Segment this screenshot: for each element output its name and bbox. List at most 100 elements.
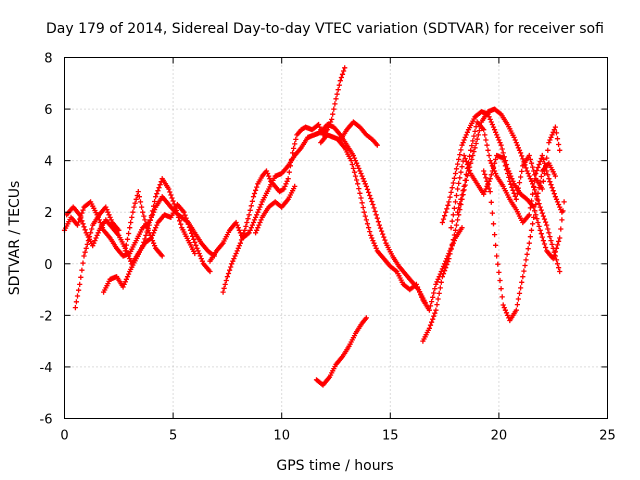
data-point (77, 281, 83, 287)
data-point (516, 180, 523, 186)
data-point (546, 230, 552, 236)
data-point (462, 155, 468, 162)
data-point (485, 182, 491, 188)
data-point (141, 239, 147, 245)
data-point (501, 305, 507, 311)
data-point (234, 248, 240, 254)
data-point (487, 176, 493, 182)
data-point (468, 147, 474, 153)
data-point (515, 145, 521, 151)
data-point (472, 128, 478, 134)
data-point (225, 270, 232, 277)
data-point (550, 188, 556, 194)
data-point (444, 262, 450, 268)
data-point (533, 201, 539, 208)
data-point (435, 276, 441, 282)
data-point (527, 156, 533, 162)
data-point (233, 250, 239, 257)
data-point (437, 285, 443, 291)
data-point (169, 195, 175, 201)
data-point (513, 196, 519, 202)
data-point (85, 238, 91, 244)
data-point (546, 176, 552, 182)
data-point (360, 176, 366, 182)
data-point (455, 217, 461, 223)
data-point (356, 165, 362, 171)
data-point (74, 222, 81, 228)
data-point (455, 209, 461, 215)
data-point (464, 165, 470, 171)
data-point (357, 190, 363, 196)
data-point (509, 184, 515, 190)
data-point (334, 91, 340, 97)
data-point (485, 147, 491, 153)
data-point (229, 261, 235, 267)
data-point (74, 293, 81, 299)
data-point (469, 156, 475, 162)
data-point (430, 316, 436, 322)
data-point (367, 192, 373, 199)
data-point (452, 227, 459, 233)
data-point (544, 222, 550, 228)
data-point (554, 261, 561, 267)
data-point (127, 256, 133, 262)
data-point (439, 219, 445, 226)
data-point (496, 137, 502, 143)
data-point (223, 277, 229, 284)
data-point (552, 194, 558, 200)
data-point (523, 165, 529, 171)
data-point (548, 238, 554, 244)
data-point (123, 242, 129, 248)
data-point (361, 209, 367, 215)
data-point (539, 152, 545, 159)
data-point (557, 235, 563, 241)
data-point (447, 194, 453, 200)
data-point (364, 186, 371, 192)
data-point (487, 116, 493, 122)
data-point (496, 269, 502, 275)
data-point (450, 180, 456, 186)
data-point (467, 153, 473, 159)
data-point (360, 204, 366, 211)
data-point (554, 136, 561, 142)
data-point (427, 303, 434, 309)
x-axis-label: GPS time / hours (276, 458, 393, 474)
data-point (499, 146, 505, 152)
data-point (198, 256, 204, 262)
data-point (84, 241, 90, 247)
data-point (556, 265, 562, 271)
data-point (236, 227, 242, 233)
data-point (255, 209, 261, 215)
data-point (470, 152, 476, 159)
y-tick-label: 4 (44, 155, 52, 170)
data-point (553, 130, 560, 136)
data-point (549, 241, 555, 247)
data-point (370, 238, 376, 244)
data-point (532, 177, 538, 183)
data-point (355, 163, 361, 169)
data-point (267, 176, 273, 182)
data-point (192, 239, 198, 245)
data-point (194, 245, 200, 251)
data-point (152, 198, 158, 205)
data-point (452, 170, 459, 177)
plot-frame (64, 57, 608, 419)
data-point (535, 164, 541, 171)
data-point (254, 184, 260, 190)
data-point (363, 315, 369, 321)
data-point (486, 152, 492, 159)
data-point (363, 183, 369, 189)
data-point (293, 136, 299, 142)
data-point (556, 141, 562, 148)
data-point (133, 196, 139, 202)
x-tick-label: 5 (169, 429, 177, 444)
data-point (366, 225, 372, 231)
data-point (553, 257, 560, 263)
data-point (283, 181, 289, 187)
data-point (106, 212, 112, 218)
x-tick-label: 0 (60, 429, 68, 444)
data-point (93, 235, 99, 241)
data-point (498, 286, 504, 292)
data-point (524, 251, 530, 257)
data-point (251, 190, 258, 197)
